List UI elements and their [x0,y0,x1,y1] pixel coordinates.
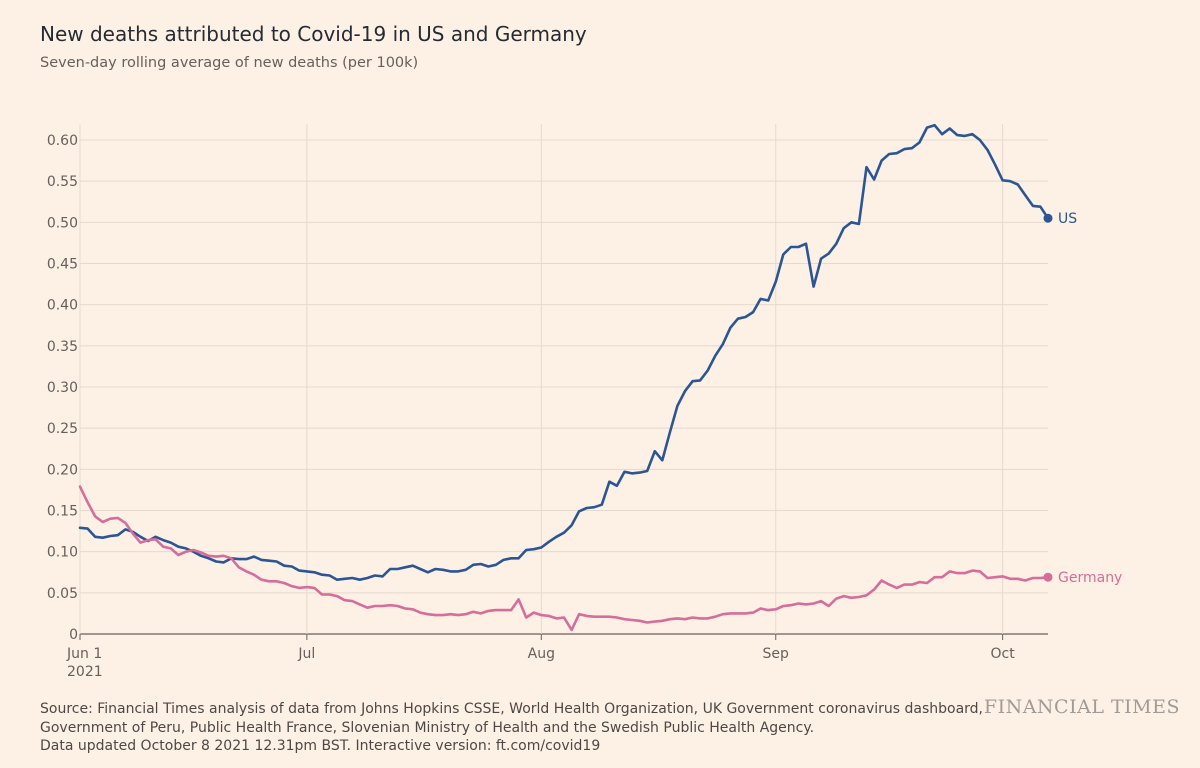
y-tick-label: 0.40 [47,298,78,314]
x-tick-label: Aug [528,646,555,662]
y-tick-label: 0.25 [47,421,78,437]
series-end-dot-germany [1043,572,1053,582]
source-line-2: Government of Peru, Public Health France… [40,719,815,736]
y-tick-label: 0.55 [47,174,78,190]
x-tick-sublabel: 2021 [67,664,103,680]
y-tick-label: 0.05 [47,586,78,602]
line-chart: 0 0.05 0.10 0.15 0.20 0.25 0.30 0.35 0.40 0.45 0.5… [47,123,1122,680]
source-line-3: Data updated October 8 2021 12.31pm BST.… [40,738,601,754]
y-tick-label: 0.10 [47,545,78,561]
y-tick-label: 0.50 [47,215,78,231]
series-label-us: US [1058,211,1077,227]
series-end-dot-us [1043,213,1053,223]
y-tick-label: 0.60 [47,133,78,149]
x-tick-label: Jul [297,646,315,662]
y-tick-label: 0.35 [47,339,78,355]
series-line-germany [78,485,1050,632]
series-line-us [78,123,1050,581]
grid [79,124,1048,635]
x-tick-label: Oct [991,646,1016,662]
axes: 0 0.05 0.10 0.15 0.20 0.25 0.30 0.35 0.40 0.45 0.5… [47,133,1015,680]
source-line-1: Source: Financial Times analysis of data… [40,701,983,717]
x-tick-label: Jun 1 [66,646,102,662]
series: US Germany [78,123,1122,632]
footer-source: Source: Financial Times analysis of data… [40,700,983,756]
chart-subtitle: Seven-day rolling average of new deaths … [40,55,419,71]
y-tick-label: 0.15 [47,504,78,520]
y-tick-label: 0.45 [47,257,78,273]
series-label-germany: Germany [1058,570,1122,586]
y-tick-label: 0.30 [47,380,78,396]
y-tick-label: 0.20 [47,462,78,478]
y-tick-label: 0 [69,627,78,643]
financial-times-logo: FINANCIAL TIMES [983,696,1180,718]
chart-title: New deaths attributed to Covid-19 in US … [40,22,587,46]
x-tick-label: Sep [763,646,790,662]
